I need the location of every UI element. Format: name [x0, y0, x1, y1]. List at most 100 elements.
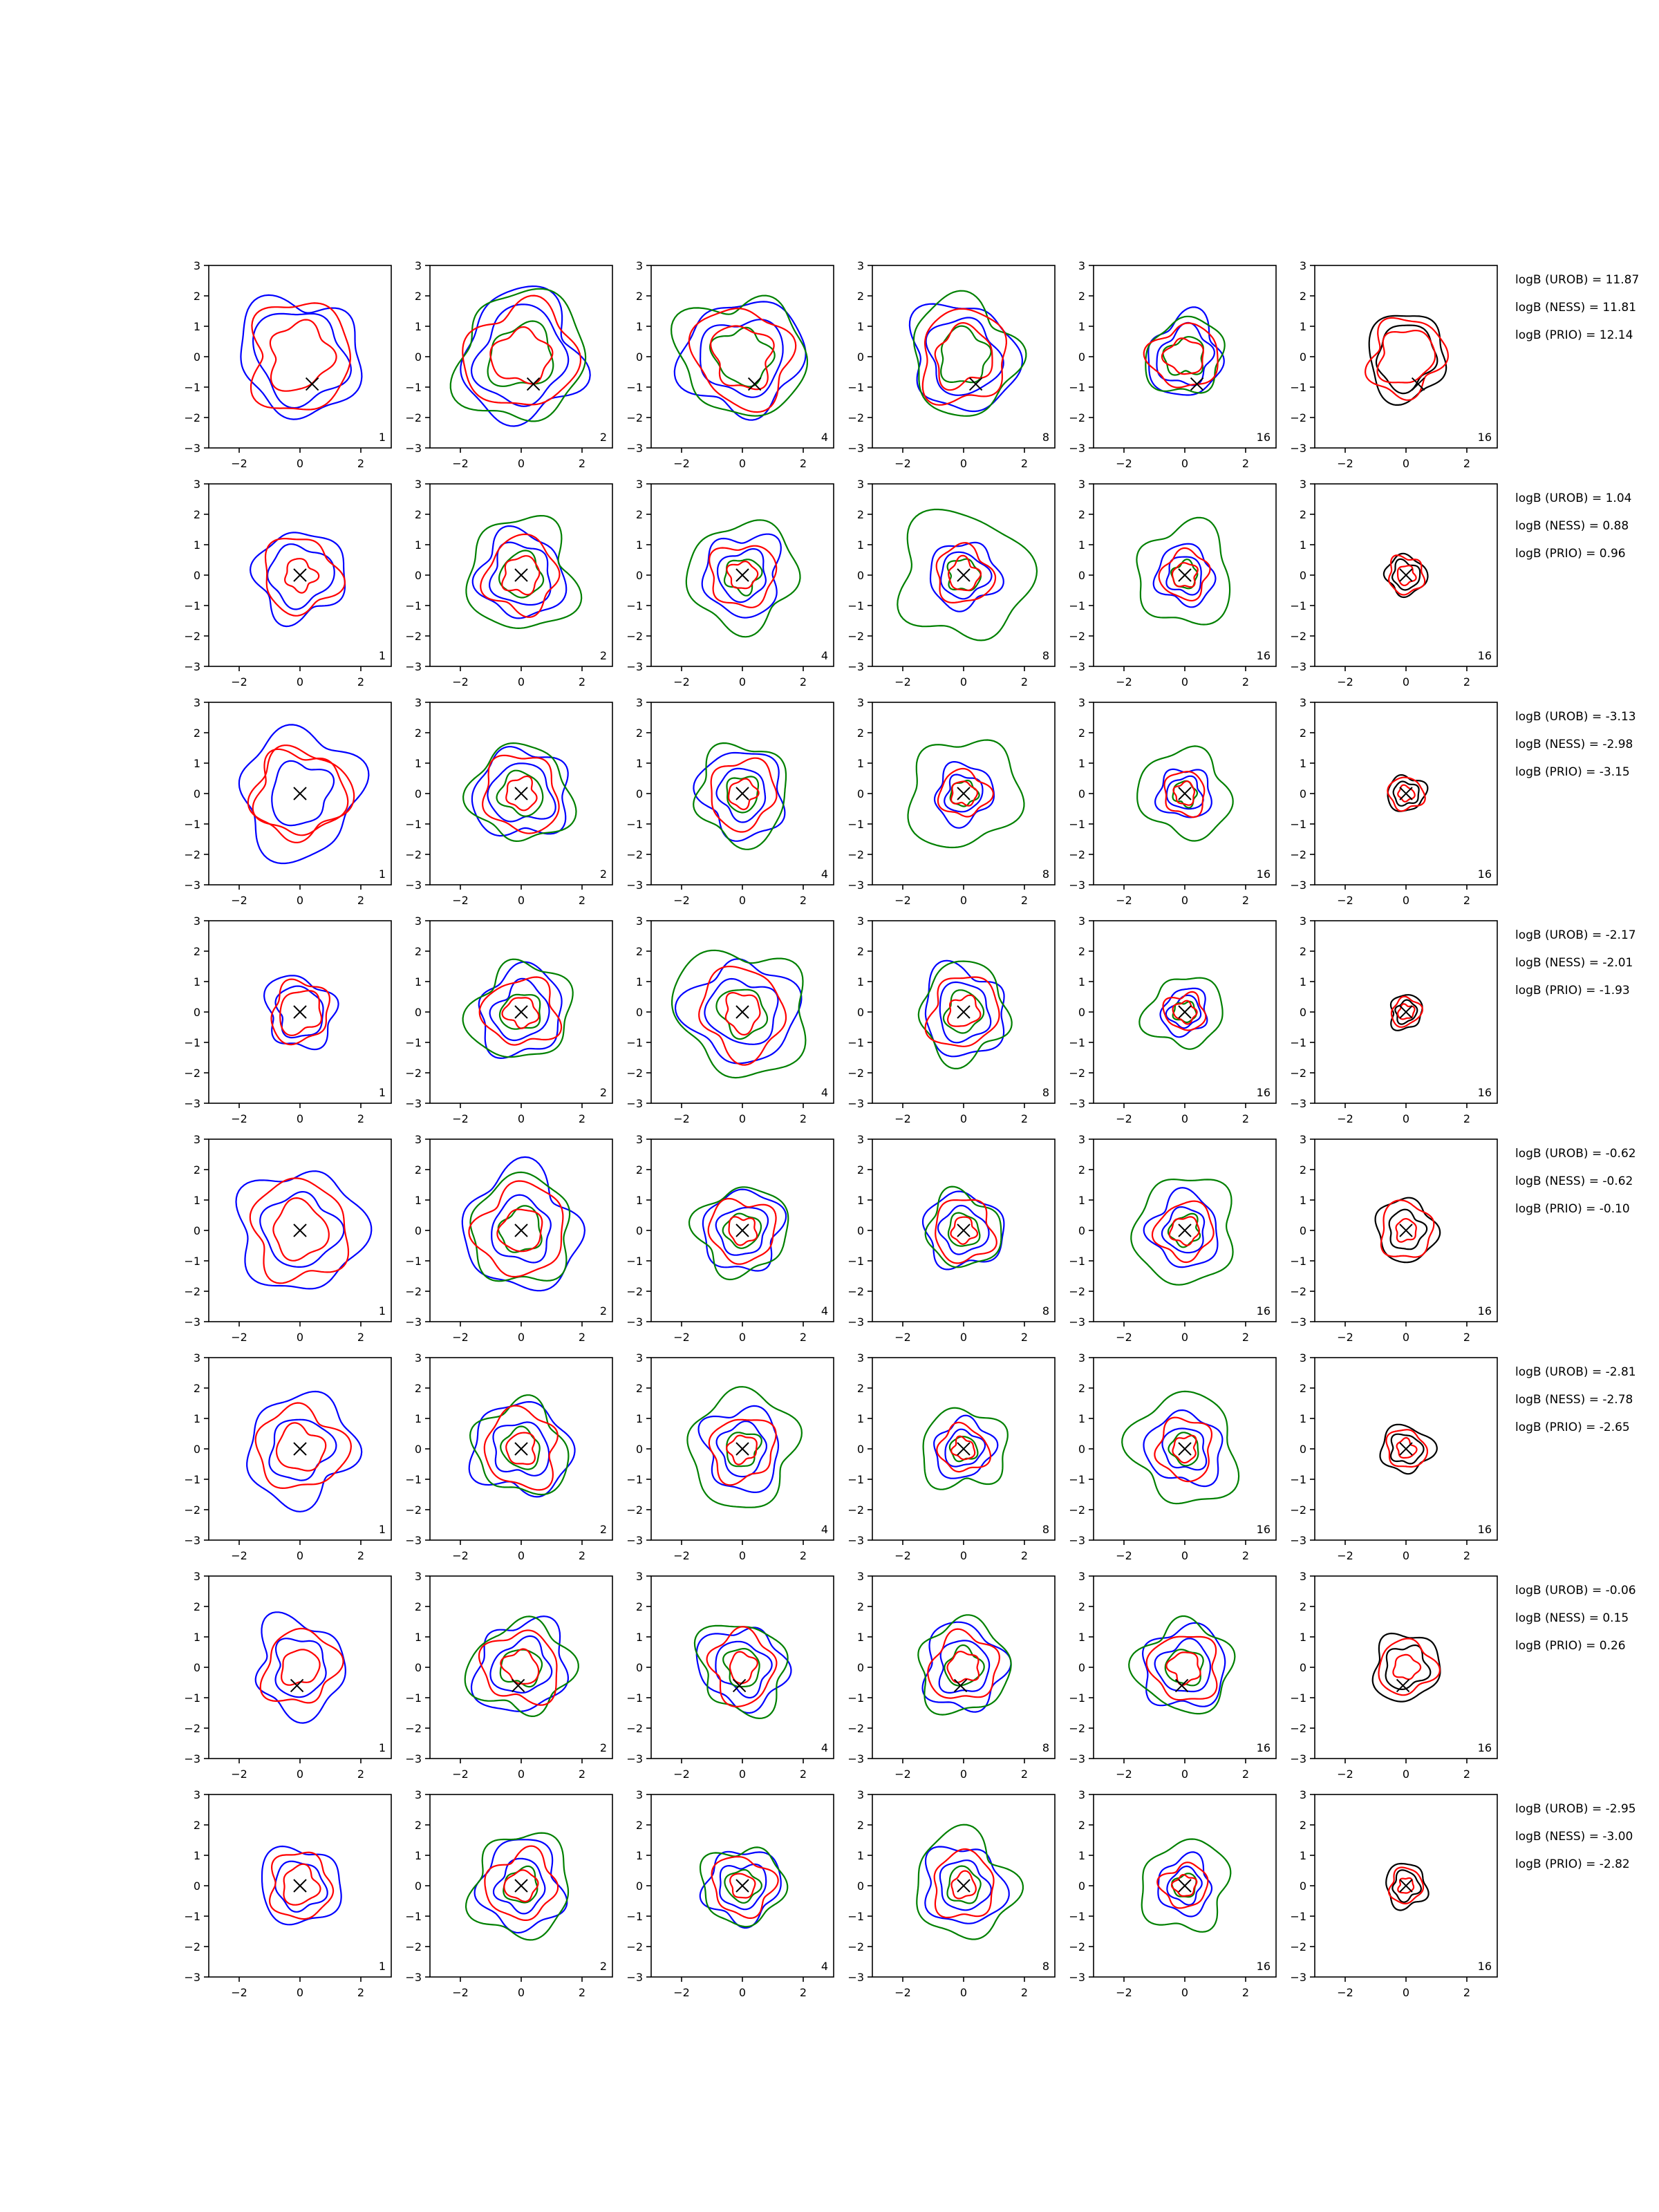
y-tick-label: −3: [847, 660, 864, 673]
y-tick-label: 2: [857, 508, 864, 521]
logB-annotation: logB (NESS) = -3.00: [1515, 1830, 1633, 1844]
y-tick-label: 3: [1300, 1570, 1306, 1583]
contour-red: [1387, 554, 1426, 596]
y-tick-label: 0: [857, 1880, 864, 1893]
y-tick-label: −3: [1069, 660, 1085, 673]
x-tick-label: 2: [1463, 1331, 1470, 1344]
true-value-marker: [305, 377, 319, 391]
y-tick-label: −1: [1290, 1036, 1306, 1049]
x-tick-label: −2: [1116, 1768, 1132, 1781]
contour-red: [478, 1629, 558, 1706]
subplot-r6-c5: −3 −2 −1 0 1 2 3 −2 0 2 16: [1069, 1351, 1277, 1562]
y-tick-label: −2: [626, 1067, 643, 1080]
y-tick-label: −1: [405, 818, 422, 831]
contour-green: [465, 514, 583, 630]
contour-group: [1385, 1862, 1430, 1911]
y-tick-label: 3: [636, 478, 643, 491]
x-tick-label: 2: [1242, 894, 1249, 907]
x-tick-label: 0: [960, 1331, 967, 1344]
contour-black: [1392, 780, 1420, 807]
contour-group: [917, 959, 1013, 1069]
y-tick-label: −2: [184, 1722, 200, 1735]
logB-annotation: logB (PRIO) = -3.15: [1515, 765, 1630, 779]
y-tick-label: 2: [636, 1600, 643, 1613]
contour-green: [949, 780, 980, 807]
contour-red: [268, 1851, 335, 1920]
x-tick-label: 2: [1463, 1986, 1470, 1999]
y-tick-label: 2: [415, 290, 422, 303]
y-tick-label: 3: [636, 1788, 643, 1801]
y-tick-label: 2: [857, 290, 864, 303]
x-tick-label: −2: [1337, 1768, 1353, 1781]
x-tick-label: 2: [1463, 1549, 1470, 1562]
y-tick-label: −1: [1069, 1255, 1085, 1268]
panel-count-label: 8: [1042, 431, 1049, 444]
y-tick-label: −1: [1290, 1473, 1306, 1486]
true-value-marker: [293, 1442, 307, 1456]
true-value-marker: [514, 1442, 528, 1456]
panel-count-label: 2: [600, 1523, 607, 1536]
contour-group: [1121, 1390, 1240, 1505]
contour-red: [1378, 1638, 1441, 1696]
y-tick-label: −3: [1069, 1097, 1085, 1110]
x-tick-label: −2: [452, 1549, 469, 1562]
x-tick-label: 0: [960, 457, 967, 470]
y-tick-label: 3: [857, 1351, 864, 1365]
subplot-r3-c6: −3 −2 −1 0 1 2 3 −2 0 2 16: [1290, 696, 1498, 907]
contour-green: [462, 742, 577, 843]
contour-red: [1380, 1199, 1435, 1258]
contour-blue: [488, 541, 552, 606]
y-tick-label: −2: [405, 1940, 422, 1953]
y-tick-label: −3: [405, 879, 422, 892]
contour-red: [1396, 1437, 1418, 1459]
x-tick-label: −2: [894, 675, 911, 688]
contour-green: [1128, 1615, 1236, 1715]
y-tick-label: −2: [1290, 630, 1306, 643]
contour-red: [729, 1873, 756, 1899]
contour-group: [254, 1611, 346, 1724]
x-tick-label: 2: [1242, 457, 1249, 470]
contour-red: [259, 1627, 344, 1704]
y-tick-label: 1: [857, 757, 864, 770]
contour-red: [496, 1208, 543, 1253]
y-tick-label: 0: [1300, 1661, 1306, 1674]
x-tick-label: 2: [800, 1549, 807, 1562]
contour-green: [922, 1407, 1009, 1490]
contour-green: [688, 1186, 789, 1281]
x-tick-label: 0: [297, 1768, 303, 1781]
contour-blue: [491, 1194, 552, 1264]
y-tick-label: −2: [405, 1503, 422, 1517]
y-tick-label: −2: [847, 1722, 864, 1735]
panel-count-label: 2: [600, 868, 607, 881]
true-value-marker: [293, 1005, 307, 1019]
x-tick-label: 0: [1403, 1768, 1409, 1781]
y-tick-label: 1: [415, 1631, 422, 1644]
y-tick-label: −3: [184, 1971, 200, 1984]
y-tick-label: 3: [1078, 1570, 1085, 1583]
y-tick-label: 3: [194, 478, 200, 491]
contour-red: [935, 1199, 997, 1264]
y-tick-label: −2: [184, 411, 200, 424]
subplot-r2-c2: −3 −2 −1 0 1 2 3 −2 0 2 2: [405, 478, 613, 688]
contour-blue: [929, 541, 1004, 612]
x-tick-label: 0: [518, 675, 525, 688]
x-tick-label: −2: [231, 675, 247, 688]
y-tick-label: −2: [847, 1940, 864, 1953]
y-tick-label: 1: [1300, 538, 1306, 552]
contour-group: [1136, 745, 1234, 842]
y-tick-label: 2: [1300, 945, 1306, 958]
contour-blue: [1156, 321, 1216, 386]
contour-group: [249, 532, 346, 628]
y-tick-label: −3: [847, 1752, 864, 1765]
subplot-r4-c5: −3 −2 −1 0 1 2 3 −2 0 2 16: [1069, 915, 1277, 1125]
x-tick-label: 0: [960, 1986, 967, 1999]
contour-green: [907, 739, 1025, 849]
y-tick-label: 3: [857, 478, 864, 491]
true-value-marker: [957, 568, 971, 582]
contour-red: [950, 780, 978, 807]
y-tick-label: 3: [857, 259, 864, 272]
subplot-r7-c5: −3 −2 −1 0 1 2 3 −2 0 2 16: [1069, 1570, 1277, 1781]
x-tick-label: −2: [452, 894, 469, 907]
y-tick-label: 0: [1300, 1880, 1306, 1893]
x-tick-label: −2: [894, 1768, 911, 1781]
